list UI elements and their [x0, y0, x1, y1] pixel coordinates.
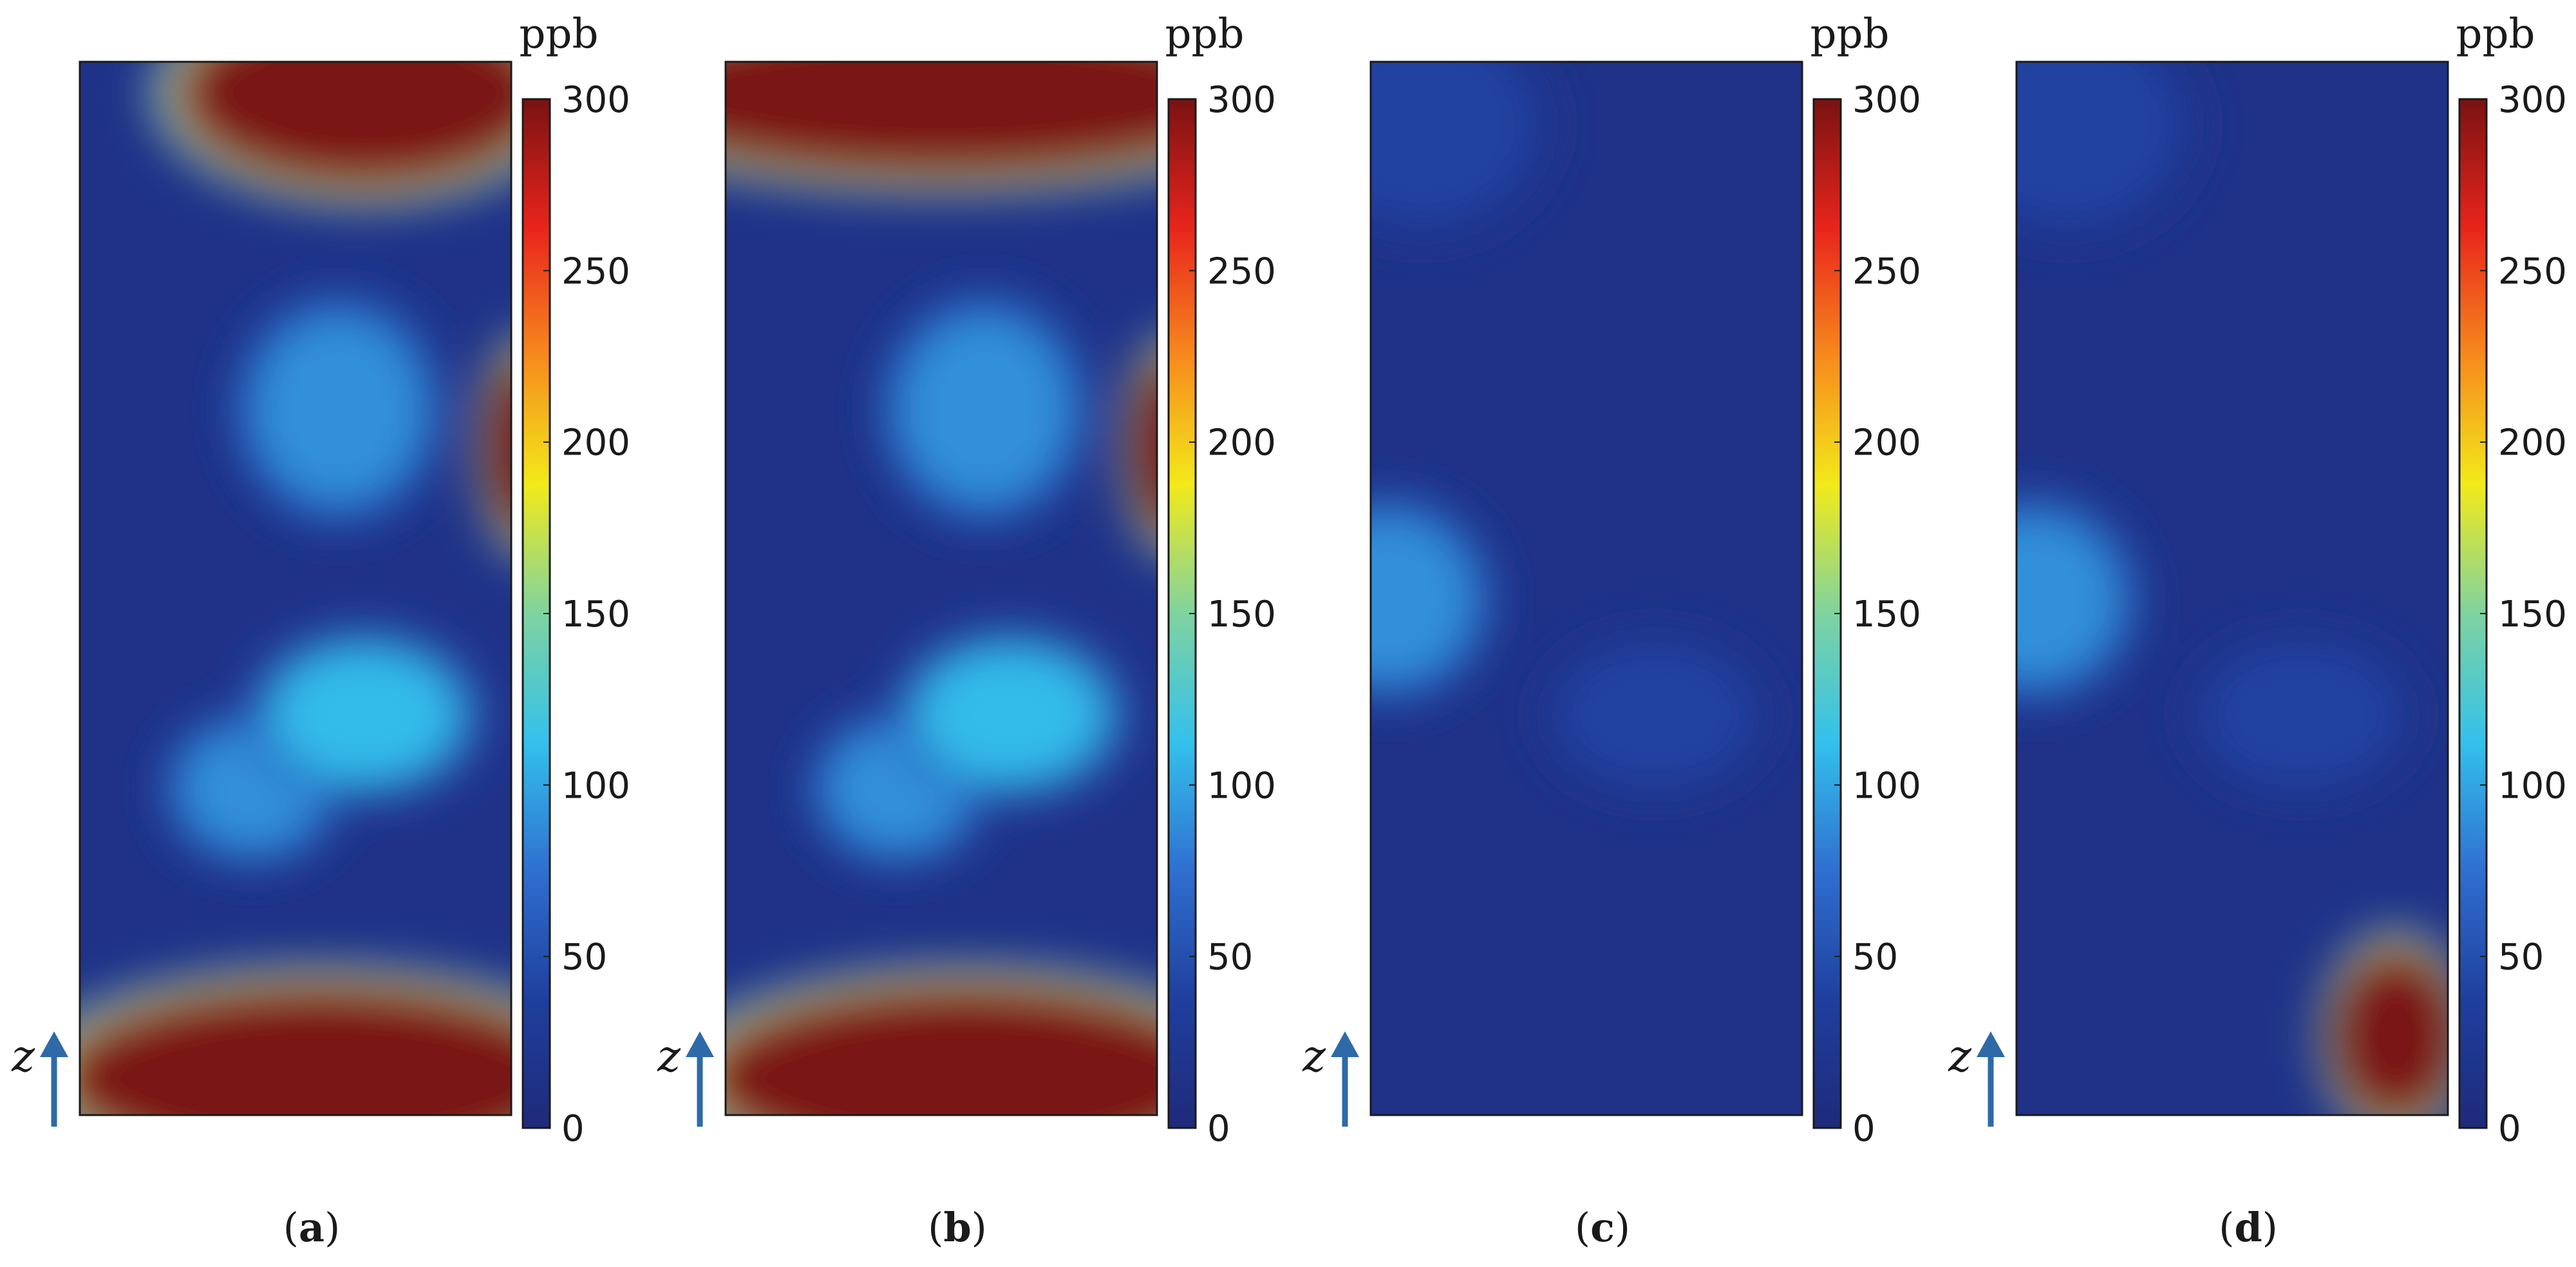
colorbar-tick-label: 0 [1207, 1108, 1230, 1150]
heatmap-b [726, 62, 1157, 1115]
z-axis-label: z [1948, 1031, 1972, 1082]
hotspot [2206, 646, 2396, 784]
hotspot [481, 357, 511, 535]
colorbar-tick-label: 300 [2498, 79, 2567, 121]
colorbar-tick-label: 150 [2498, 594, 2567, 635]
z-axis-arrowhead [1977, 1031, 2005, 1057]
panel-c: z ppb 0 50 100 150 200 250 300 (c) [1302, 10, 1921, 1251]
heatmap-d [2017, 62, 2448, 1115]
colorbar-tick-label: 200 [1207, 422, 1276, 464]
heatmap-frame [79, 61, 512, 1116]
panel-caption: (d) [2219, 1204, 2278, 1251]
z-axis-label: z [657, 1031, 681, 1082]
hotspot [2327, 946, 2448, 1115]
hotspot [1127, 357, 1157, 535]
z-axis-label: z [11, 1031, 35, 1082]
hotspot [2017, 62, 2176, 220]
colorbar-tick-label: 200 [561, 422, 630, 464]
colorbar-tick-label: 300 [1852, 79, 1921, 121]
colorbar-tick-label: 50 [1852, 937, 1898, 979]
panel-caption: (c) [1575, 1204, 1630, 1251]
colorbar-tick-label: 50 [1207, 937, 1253, 979]
colorbar-tick-label: 100 [1207, 765, 1276, 807]
colorbar-unit: ppb [1165, 10, 1245, 58]
hotspot [80, 983, 511, 1115]
hotspot [1560, 646, 1751, 784]
colorbar-tick-label: 150 [1852, 594, 1921, 635]
z-axis-label: z [1302, 1031, 1326, 1082]
panel-caption: (a) [283, 1204, 341, 1251]
colorbar-tick-label: 0 [1852, 1108, 1876, 1150]
panel-a: z ppb 0 50 100 150 200 250 300 (a) [11, 10, 630, 1251]
colorbar-tick-label: 200 [1852, 422, 1921, 464]
colorbar-tick-label: 250 [2498, 250, 2567, 292]
panel-caption: (b) [928, 1204, 987, 1251]
colorbar-tick-label: 100 [2498, 765, 2567, 807]
hotspot [915, 646, 1105, 784]
colorbar-tick-label: 200 [2498, 422, 2567, 464]
hotspot [726, 983, 1157, 1115]
heatmap-frame [2015, 61, 2449, 1116]
colorbar-tick-label: 250 [561, 250, 630, 292]
hotspot [174, 62, 511, 189]
heatmap-background [80, 62, 511, 1115]
colorbar-unit: ppb [520, 10, 599, 58]
colorbar-unit: ppb [1810, 10, 1890, 58]
heatmap-background [726, 62, 1157, 1115]
colorbar-tick-label: 150 [1207, 594, 1276, 635]
z-axis-arrowhead [40, 1031, 68, 1057]
z-axis-arrowhead [686, 1031, 714, 1057]
hotspot [2017, 514, 2120, 684]
colorbar-tick-label: 300 [1207, 79, 1276, 121]
colorbar-tick-label: 300 [561, 79, 630, 121]
hotspot [1371, 514, 1474, 684]
panel-b: z ppb 0 50 100 150 200 250 300 (b) [657, 10, 1276, 1251]
heatmap-a [80, 62, 511, 1115]
hotspot [1371, 62, 1530, 220]
hotspot [252, 314, 425, 505]
heatmap-frame [724, 61, 1158, 1116]
colorbar-unit: ppb [2456, 10, 2535, 58]
colorbar-tick-label: 0 [561, 1108, 585, 1150]
heatmap-c [1371, 62, 1802, 1115]
colorbar-tick-label: 100 [1852, 765, 1921, 807]
panel-d: z ppb 0 50 100 150 200 250 300 (d) [1948, 10, 2567, 1251]
colorbar-tick-label: 0 [2498, 1108, 2521, 1150]
colorbar-tick-label: 150 [561, 594, 630, 635]
hotspot [269, 646, 460, 784]
z-axis-arrowhead [1331, 1031, 1359, 1057]
heatmap-frame [1369, 61, 1803, 1116]
hotspot [898, 314, 1071, 505]
colorbar-tick-label: 50 [561, 937, 607, 979]
colorbar-tick-label: 50 [2498, 937, 2544, 979]
colorbar-tick-label: 250 [1852, 250, 1921, 292]
colorbar-tick-label: 100 [561, 765, 630, 807]
colorbar-tick-label: 250 [1207, 250, 1276, 292]
hotspot [726, 62, 1157, 178]
